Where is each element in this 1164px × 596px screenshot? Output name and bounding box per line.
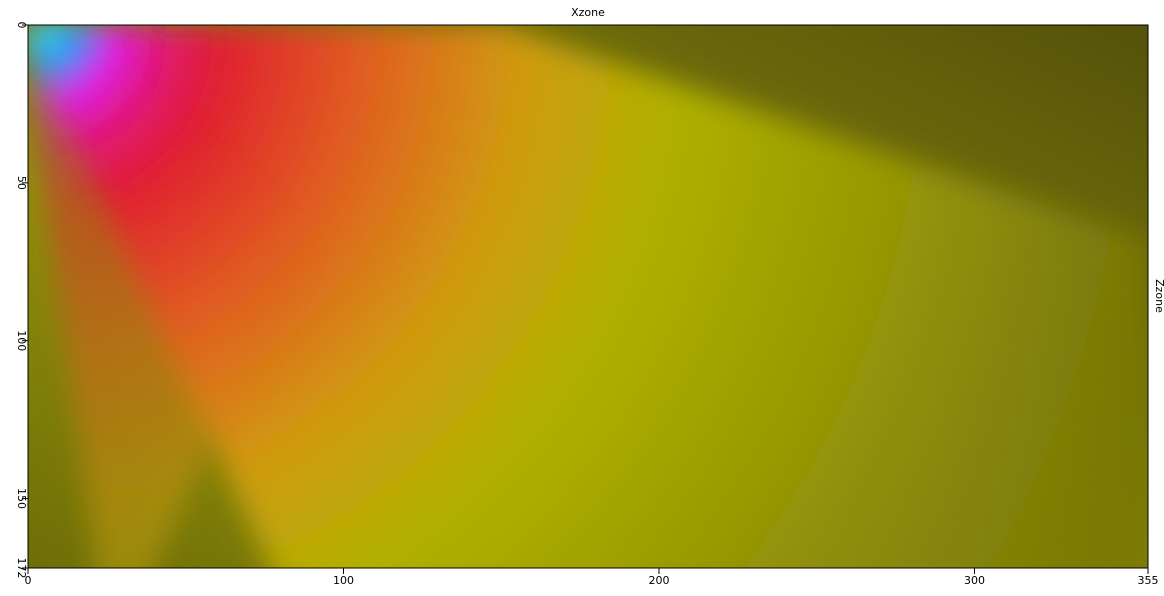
y-tick-label: 100 [15,330,28,351]
x-tick-label: 300 [964,574,985,587]
x-tick-label: 200 [648,574,669,587]
y-tick-label: 50 [15,176,28,190]
x-axis-title: Xzone [571,6,605,19]
chart: Xzone Zzone 0100200300355050100150172 [0,0,1164,592]
y-tick-label: 172 [15,558,28,579]
y-tick-label: 0 [15,22,28,29]
y-axis-title: Zzone [1153,279,1164,313]
x-tick-label: 100 [333,574,354,587]
y-tick-label: 150 [15,488,28,509]
heatmap-image [28,25,1148,592]
x-tick-label: 355 [1138,574,1159,587]
